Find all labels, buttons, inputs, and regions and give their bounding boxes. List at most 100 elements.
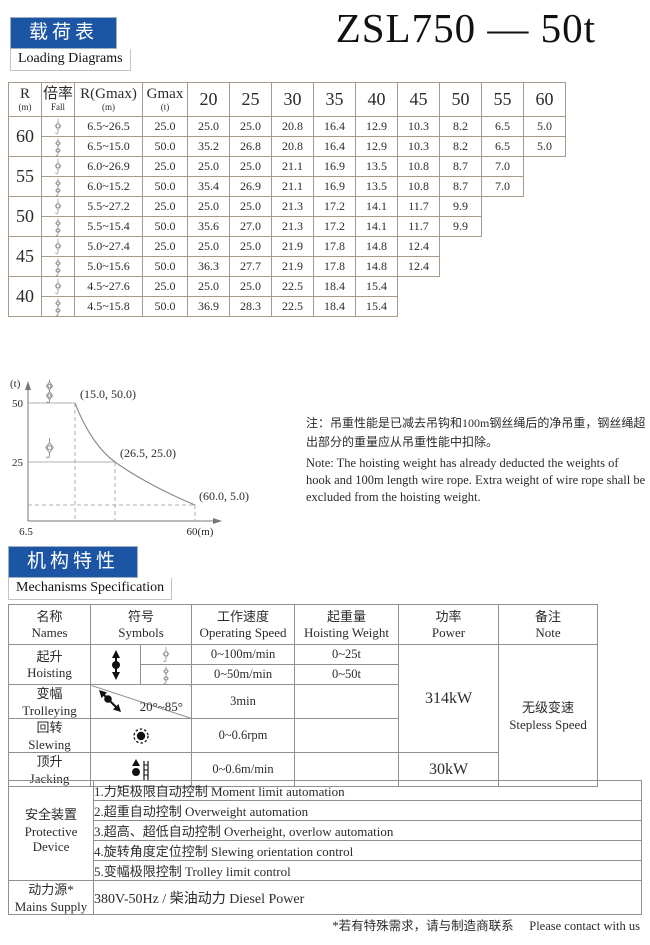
void-cell [524,297,566,317]
load-value-cell: 8.7 [439,156,482,177]
loading-table: R (m) 倍率 Fall R(Gmax) (m) Gmax (t) 20 25 30 35 40 45 5… [8,82,566,317]
load-value-cell: 11.7 [397,196,440,217]
load-value-cell: 22.5 [271,276,314,297]
ytick-25: 25 [12,457,24,469]
hoisting-weight-2fall: 0~25t [294,644,400,665]
r-gmax-cell: 6.0~26.9 [74,156,143,177]
ytick-50: 50 [12,398,24,410]
gmax-cell: 50.0 [142,176,188,197]
r-gmax-cell: 6.5~15.0 [74,136,143,157]
protective-label-en2: Device [32,839,70,855]
load-value-cell: 7.0 [481,176,524,197]
fall-cell [41,176,75,197]
load-value-cell: 25.0 [229,196,272,217]
spec-note-cell: 无级变速 Stepless Speed [498,643,599,788]
note-zh: 注：吊重性能是已减去吊钩和100m钢丝绳后的净吊重，钢丝绳超出部分的重量应从吊重… [306,416,646,449]
load-value-cell: 12.9 [355,136,398,157]
protective-device-label: 安全装置 Protective Device [8,780,94,881]
fall-2-pulley-icon [54,278,62,294]
void-cell [524,157,566,177]
void-cell [482,257,524,277]
load-value-cell: 16.4 [313,116,356,137]
void-cell [440,297,482,317]
protective-row: 3.超高、超低自动控制 Overheight, overlow automati… [9,820,642,841]
load-value-cell: 20.8 [271,136,314,157]
gmax-cell: 50.0 [142,296,188,317]
fall-cell [41,216,75,237]
y-axis-unit: (t) [10,378,21,390]
load-header-sub: Fall [50,101,65,112]
gmax-cell: 50.0 [142,256,188,277]
load-value-cell: 6.5 [481,136,524,157]
load-table-row: 60 6.5~26.5 25.0 25.0 25.0 20.8 16.4 12.9 10.3 8.… [8,116,566,157]
radius-col-header: 20 [187,82,230,117]
void-cell [524,257,566,277]
load-value-cell: 27.7 [229,256,272,277]
load-value-cell: 12.4 [397,256,440,277]
load-header-sub: (t) [160,101,170,112]
radius-col-header: 40 [355,82,398,117]
slewing-weight-empty [294,718,400,754]
mechanisms-badge-en: Mechanisms Specification [8,577,173,600]
protective-item: 3.超高、超低自动控制 Overheight, overlow automati… [93,820,642,841]
fall-cell [41,296,75,317]
slewing-speed: 0~0.6rpm [191,718,296,754]
load-value-cell: 21.9 [271,236,314,257]
load-value-cell: 5.0 [523,136,566,157]
load-value-cell: 6.5 [481,116,524,137]
page-title: ZSL750 — 50t [335,5,596,51]
load-value-cell: 9.9 [439,196,482,217]
protective-row: 4.旋转角度定位控制 Slewing orientation control [9,840,642,861]
load-value-cell: 25.0 [187,116,230,137]
load-value-cell: 17.8 [313,236,356,257]
protective-item: 1.力矩极限自动控制 Moment limit automation [93,780,642,801]
void-cell [482,217,524,237]
protective-item: 2.超重自动控制 Overweight automation [93,800,642,821]
load-value-cell: 10.3 [397,136,440,157]
fall-4-pulley-icon [55,217,61,236]
jacking-icon [132,758,149,780]
load-value-cell: 28.3 [229,296,272,317]
load-value-cell: 13.5 [355,176,398,197]
protective-label-en1: Protective [24,823,78,839]
hoisting-speed-2fall: 0~100m/min [191,644,296,665]
hoisting-note: 注：吊重性能是已减去吊钩和100m钢丝绳后的净吊重，钢丝绳超出部分的重量应从吊重… [306,414,646,506]
gmax-cell: 25.0 [142,236,188,257]
r-gmax-cell: 6.0~15.2 [74,176,143,197]
void-cell [524,177,566,197]
load-table-row: 6.0~15.2 50.0 35.4 26.9 21.1 16.9 13.5 10.8 8.7 7… [9,176,566,197]
load-header-1: 倍率 Fall [41,82,75,117]
load-table-row: 45 5.0~27.4 25.0 25.0 25.0 21.9 17.8 14.8 12.4 [8,236,566,277]
fall-2-pulley-icon [54,158,62,174]
void-cell [524,277,566,297]
load-value-cell: 10.8 [397,156,440,177]
loading-badge-zh: 载荷表 [10,17,118,49]
protective-row: 安全装置 Protective Device 1.力矩极限自动控制 Moment li… [8,780,642,881]
y-axis-arrow-icon [25,381,31,390]
gmax-cell: 25.0 [142,196,188,217]
fall-2-pulley-icon [162,646,170,662]
void-cell [398,297,440,317]
fall-cell [41,256,75,277]
load-value-cell: 17.2 [313,196,356,217]
gmax-cell: 25.0 [142,276,188,297]
radius-group-label: 45 [8,236,42,277]
load-value-cell: 8.2 [439,136,482,157]
load-table-row: 6.5~15.0 50.0 35.2 26.8 20.8 16.4 12.9 10.3 8.2 6… [9,136,566,157]
radius-col-header: 35 [313,82,356,117]
load-value-cell: 7.0 [481,156,524,177]
r-gmax-cell: 6.5~26.5 [74,116,143,137]
load-value-cell: 36.9 [187,296,230,317]
load-value-cell: 13.5 [355,156,398,177]
power-main-cell: 314kW [398,643,500,754]
spec-row-hoisting-name: 起升 Hoisting [8,644,91,685]
radius-group-label: 50 [8,196,42,237]
load-value-cell: 15.4 [355,296,398,317]
protective-item: 4.旋转角度定位控制 Slewing orientation control [93,840,642,861]
footnote: *若有特殊需求，请与制造商联系 Please contact with us [332,919,640,933]
load-value-cell: 11.7 [397,216,440,237]
vertical-arrow-icon [111,649,120,680]
load-value-cell: 25.0 [187,196,230,217]
fall-cell [41,196,75,217]
slewing-circle-icon [133,728,149,744]
